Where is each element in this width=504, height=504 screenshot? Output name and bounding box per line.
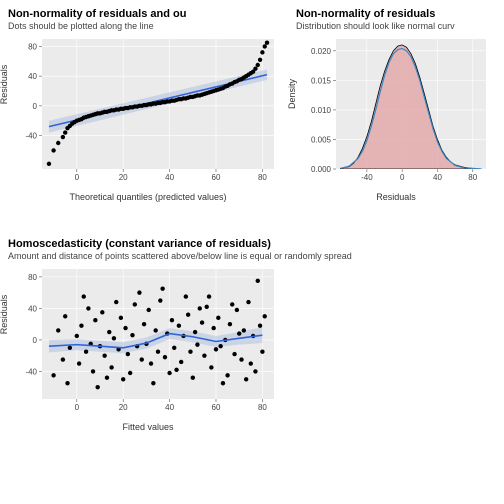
density-xlabel: Residuals <box>296 192 496 202</box>
density-title: Non-normality of residuals <box>296 8 496 20</box>
svg-text:80: 80 <box>258 173 267 182</box>
density-svg: -40 0 40 80 0.000 0.005 0.010 0.015 0.020 <box>296 35 488 185</box>
svg-text:80: 80 <box>258 403 267 412</box>
homosced-ylabel: Residuals <box>0 294 9 334</box>
svg-text:80: 80 <box>28 273 37 282</box>
qq-ylabel: Residuals <box>0 64 9 104</box>
qq-title: Non-normality of residuals and ou <box>8 8 288 20</box>
svg-text:0.010: 0.010 <box>311 106 332 115</box>
homosced-panel: Homoscedasticity (constant variance of r… <box>8 238 288 448</box>
qq-svg: 0 20 40 60 80 -40 0 40 80 <box>8 35 278 185</box>
qq-panel: Non-normality of residuals and ou Dots s… <box>8 8 288 218</box>
density-subtitle: Distribution should look like normal cur… <box>296 21 496 31</box>
homosced-subtitle: Amount and distance of points scattered … <box>8 251 288 261</box>
svg-text:60: 60 <box>212 173 221 182</box>
svg-text:0: 0 <box>75 403 80 412</box>
svg-text:80: 80 <box>468 173 477 182</box>
svg-text:80: 80 <box>28 42 37 51</box>
homosced-xlabel: Fitted values <box>8 422 288 432</box>
homosced-plot: Residuals 020406080-4004080 Fitted value… <box>8 265 288 432</box>
svg-text:60: 60 <box>212 403 221 412</box>
svg-text:20: 20 <box>119 173 128 182</box>
svg-text:0: 0 <box>400 173 405 182</box>
svg-text:40: 40 <box>165 403 174 412</box>
svg-text:0.000: 0.000 <box>311 165 332 174</box>
qq-xlabel: Theoretical quantiles (predicted values) <box>8 192 288 202</box>
svg-text:20: 20 <box>119 403 128 412</box>
svg-text:40: 40 <box>433 173 442 182</box>
svg-text:-40: -40 <box>25 132 37 141</box>
svg-text:-40: -40 <box>25 367 37 376</box>
svg-text:0: 0 <box>33 336 38 345</box>
density-panel: Non-normality of residuals Distribution … <box>296 8 496 218</box>
homosced-svg: 0 20 40 60 80 -40 0 40 80 <box>8 265 278 415</box>
svg-text:0: 0 <box>75 173 80 182</box>
chart-grid: Non-normality of residuals and ou Dots s… <box>8 8 496 448</box>
qq-plot: Residuals 020406080-4004080 Theoretical … <box>8 35 288 202</box>
homosced-title: Homoscedasticity (constant variance of r… <box>8 238 288 250</box>
svg-text:0.020: 0.020 <box>311 47 332 56</box>
svg-text:0.005: 0.005 <box>311 135 332 144</box>
qq-subtitle: Dots should be plotted along the line <box>8 21 288 31</box>
svg-text:-40: -40 <box>361 173 373 182</box>
svg-text:0.015: 0.015 <box>311 76 332 85</box>
density-ylabel: Density <box>287 78 297 108</box>
svg-text:40: 40 <box>165 173 174 182</box>
density-plot: Density -40040800.0000.0050.0100.0150.02… <box>296 35 496 202</box>
svg-text:40: 40 <box>28 72 37 81</box>
svg-text:40: 40 <box>28 304 37 313</box>
svg-text:0: 0 <box>33 102 38 111</box>
